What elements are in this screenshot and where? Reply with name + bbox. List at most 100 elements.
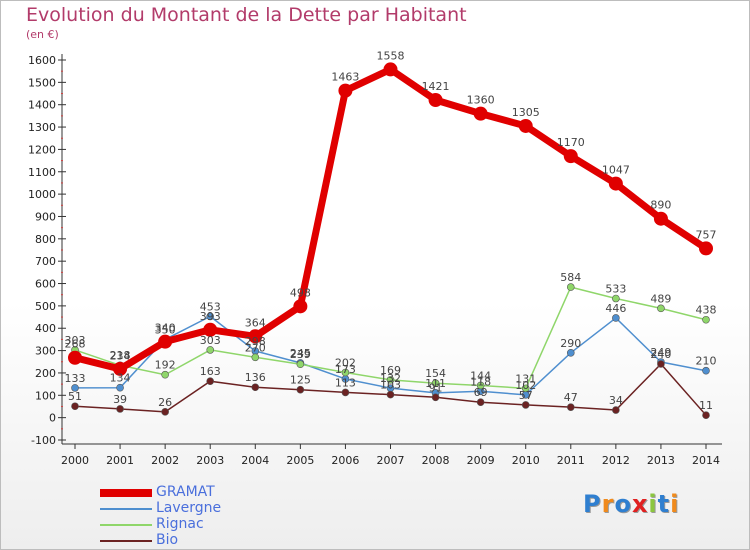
x-tick-label: 2012 — [602, 454, 630, 467]
data-point-lavergne — [702, 366, 710, 375]
data-label-gramat: 218 — [110, 349, 131, 362]
data-point-rignac — [702, 315, 710, 324]
data-label-lavergne: 132 — [380, 372, 401, 385]
legend-swatch — [100, 508, 152, 510]
data-label-gramat: 757 — [696, 228, 717, 241]
data-label-gramat: 1170 — [557, 136, 585, 149]
proxiti-logo: Proxiti — [583, 490, 680, 518]
data-point-bio — [476, 398, 485, 407]
x-tick-label: 2002 — [151, 454, 179, 467]
x-tick-label: 2011 — [557, 454, 585, 467]
data-point-gramat — [113, 361, 128, 376]
y-tick-label: 300 — [35, 345, 56, 358]
data-label-lavergne: 133 — [65, 372, 86, 385]
data-label-lavergne: 350 — [155, 323, 176, 336]
x-tick-label: 2001 — [106, 454, 134, 467]
data-label-bio: 51 — [68, 390, 82, 403]
data-label-gramat: 340 — [155, 322, 176, 335]
data-label-lavergne: 290 — [560, 337, 581, 350]
data-point-gramat — [203, 322, 218, 337]
data-point-bio — [431, 393, 440, 402]
y-tick-label: 800 — [35, 233, 56, 246]
axes: -100 0 100 200 300 400 500 600 700 800 900 1000 1100… — [28, 54, 722, 467]
x-tick-label: 2009 — [467, 454, 495, 467]
data-label-rignac: 533 — [605, 283, 626, 296]
data-label-gramat: 393 — [200, 310, 221, 323]
legend-label: Lavergne — [156, 500, 222, 516]
legend-label: Rignac — [156, 516, 204, 532]
data-label-gramat: 1421 — [422, 80, 450, 93]
data-point-lavergne — [116, 383, 124, 392]
y-tick-label: 500 — [35, 300, 56, 313]
data-label-bio: 125 — [290, 374, 311, 387]
data-label-rignac: 303 — [200, 334, 221, 347]
data-point-gramat — [383, 62, 398, 77]
data-label-bio: 57 — [519, 389, 533, 402]
data-point-bio — [702, 411, 710, 419]
x-tick-label: 2000 — [61, 454, 89, 467]
data-label-rignac: 270 — [245, 341, 266, 354]
legend-swatch — [100, 540, 152, 542]
data-point-bio — [612, 406, 620, 414]
data-point-bio — [71, 402, 79, 411]
data-point-rignac — [251, 353, 260, 362]
data-labels: 133 134 350 453 298 245 173 132 111 118 102 290 446 2… — [65, 49, 717, 412]
x-tick-label: 2014 — [692, 454, 720, 467]
data-point-rignac — [657, 304, 665, 313]
data-point-bio — [116, 405, 124, 413]
data-point-bio — [296, 385, 305, 394]
data-label-bio: 163 — [200, 365, 221, 378]
data-point-rignac — [296, 360, 305, 369]
data-label-rignac: 154 — [425, 367, 446, 380]
data-point-gramat — [653, 211, 668, 226]
x-tick-label: 2013 — [647, 454, 675, 467]
data-label-lavergne: 134 — [110, 372, 131, 385]
data-point-lavergne — [566, 349, 575, 357]
data-point-bio — [521, 401, 530, 409]
data-label-gramat: 498 — [290, 286, 311, 299]
data-label-bio: 91 — [429, 381, 443, 394]
data-point-gramat — [699, 241, 713, 256]
data-label-gramat: 1305 — [512, 106, 540, 119]
data-label-gramat: 1558 — [377, 49, 405, 62]
data-point-rignac — [521, 384, 530, 393]
data-label-gramat: 1360 — [467, 94, 495, 107]
legend-swatch — [100, 489, 152, 497]
y-tick-label: 1200 — [28, 143, 56, 156]
x-tick-label: 2007 — [377, 454, 405, 467]
data-point-lavergne — [71, 384, 79, 392]
data-label-bio: 113 — [335, 376, 356, 389]
data-label-bio: 11 — [699, 399, 713, 412]
y-tick-label: 1300 — [28, 121, 56, 134]
x-tick-label: 2005 — [286, 454, 314, 467]
series-layer — [68, 62, 713, 419]
chart-title: Evolution du Montant de la Dette par Hab… — [26, 4, 467, 26]
data-label-bio: 34 — [609, 394, 623, 407]
x-tick-label: 2004 — [241, 454, 269, 467]
data-label-bio: 47 — [564, 391, 578, 404]
data-label-bio: 69 — [474, 386, 488, 399]
y-tick-label: 0 — [49, 412, 56, 425]
data-label-lavergne: 173 — [335, 363, 356, 376]
data-label-rignac: 584 — [560, 271, 581, 284]
data-label-rignac: 239 — [290, 348, 311, 361]
legend-label: Bio — [156, 532, 179, 548]
data-point-bio — [161, 408, 169, 416]
y-tick-label: 1600 — [28, 54, 56, 67]
data-label-lavergne: 210 — [696, 355, 717, 368]
y-tick-label: -100 — [31, 434, 56, 447]
data-label-bio: 26 — [158, 396, 172, 409]
data-label-rignac: 303 — [65, 334, 86, 347]
data-label-gramat: 364 — [245, 316, 266, 329]
data-point-bio — [386, 390, 395, 399]
y-tick-label: 100 — [35, 389, 56, 402]
y-tick-label: 600 — [35, 278, 56, 291]
data-label-gramat: 268 — [65, 338, 86, 351]
data-point-gramat — [248, 329, 263, 344]
data-label-gramat: 1047 — [602, 164, 630, 177]
data-point-rignac — [566, 283, 575, 291]
data-point-rignac — [206, 346, 215, 354]
data-point-bio — [341, 388, 350, 397]
y-tick-label: 1000 — [28, 188, 56, 201]
